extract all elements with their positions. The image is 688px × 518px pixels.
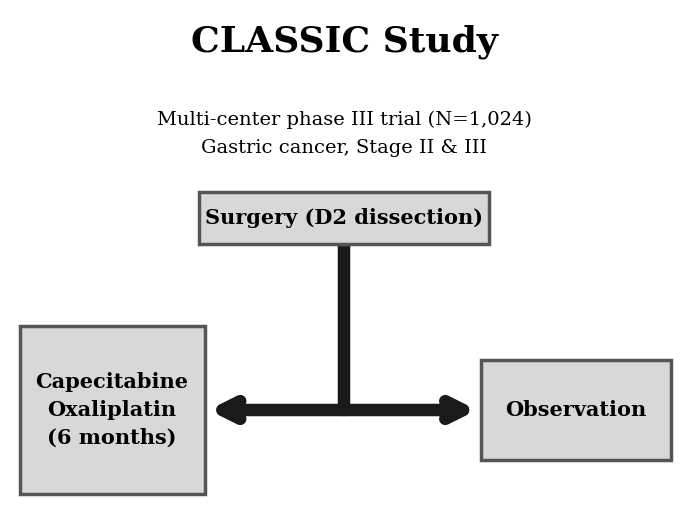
FancyBboxPatch shape: [481, 360, 671, 460]
Text: Surgery (D2 dissection): Surgery (D2 dissection): [205, 208, 483, 228]
Text: Multi-center phase III trial (N=1,024): Multi-center phase III trial (N=1,024): [157, 111, 531, 129]
Text: Capecitabine
Oxaliplatin
(6 months): Capecitabine Oxaliplatin (6 months): [36, 372, 189, 448]
Text: Observation: Observation: [506, 400, 647, 420]
Text: CLASSIC Study: CLASSIC Study: [191, 25, 497, 59]
FancyBboxPatch shape: [199, 192, 489, 244]
FancyBboxPatch shape: [19, 326, 204, 494]
Text: Gastric cancer, Stage II & III: Gastric cancer, Stage II & III: [201, 139, 487, 157]
